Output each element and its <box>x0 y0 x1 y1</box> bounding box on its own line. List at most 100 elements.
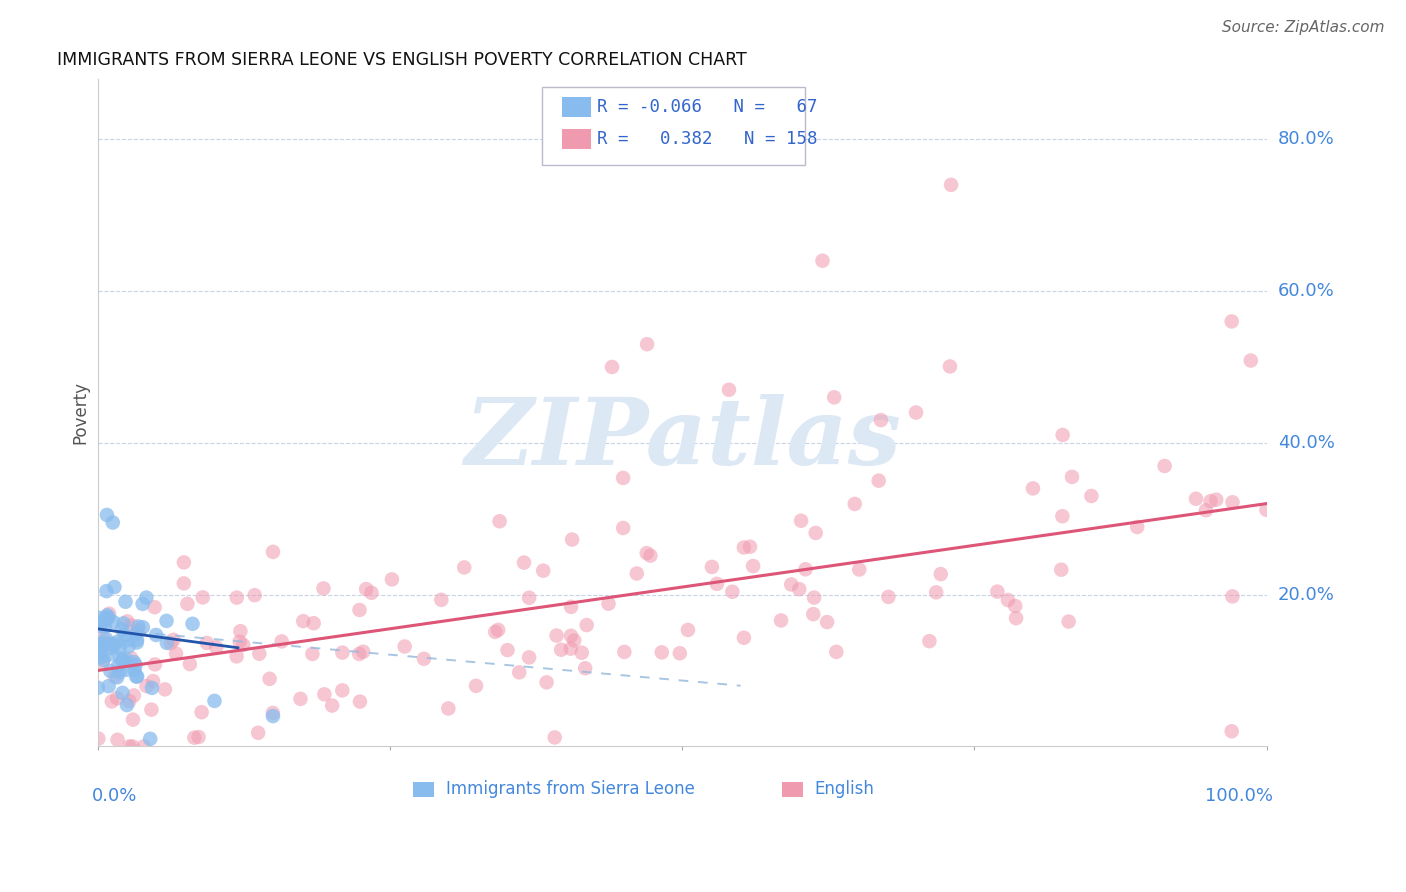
Point <box>181 616 204 631</box>
Point <box>135 591 157 605</box>
Point <box>98 607 121 621</box>
Point <box>247 647 270 661</box>
Point <box>101 694 124 708</box>
Point <box>122 689 145 703</box>
Point <box>127 669 149 683</box>
Point <box>508 665 530 680</box>
FancyBboxPatch shape <box>782 781 803 797</box>
Point <box>121 618 143 632</box>
Point <box>1050 563 1073 577</box>
Point <box>86 615 108 630</box>
Point <box>1220 314 1243 328</box>
Point <box>844 497 866 511</box>
Point <box>905 405 928 419</box>
Point <box>91 632 114 646</box>
Point <box>90 649 112 664</box>
Point <box>91 656 114 670</box>
Point <box>636 337 658 351</box>
Point <box>742 559 765 574</box>
Text: ZIPatlas: ZIPatlas <box>464 394 901 484</box>
Point <box>100 664 122 678</box>
Point <box>94 619 117 633</box>
Point <box>1185 491 1208 506</box>
Point <box>517 591 540 605</box>
Point <box>127 624 149 638</box>
Point <box>413 652 436 666</box>
Point <box>1220 724 1243 739</box>
Point <box>986 584 1008 599</box>
Point <box>165 647 187 661</box>
Point <box>135 679 157 693</box>
Point <box>465 679 488 693</box>
Point <box>717 383 740 397</box>
Point <box>118 694 141 708</box>
Point <box>94 611 117 625</box>
Point <box>117 633 139 648</box>
Point <box>354 582 377 596</box>
Point <box>111 653 134 667</box>
Point <box>105 670 128 684</box>
Point <box>141 681 163 695</box>
Point <box>94 613 117 627</box>
Point <box>1222 590 1244 604</box>
Point <box>453 560 475 574</box>
Point <box>125 635 148 649</box>
Point <box>247 725 270 739</box>
Point <box>706 577 728 591</box>
Point <box>111 623 134 637</box>
Point <box>1080 489 1102 503</box>
Point <box>738 540 761 554</box>
Point <box>125 626 148 640</box>
Point <box>575 618 598 632</box>
Point <box>87 681 110 695</box>
Point <box>96 508 118 522</box>
Point <box>301 647 323 661</box>
Point <box>939 359 962 374</box>
Point <box>111 686 134 700</box>
Point <box>381 573 404 587</box>
Point <box>89 619 111 633</box>
Point <box>321 698 343 713</box>
Text: 80.0%: 80.0% <box>1278 130 1334 148</box>
Point <box>332 646 354 660</box>
Point <box>290 691 312 706</box>
Point <box>925 585 948 599</box>
Text: 0.0%: 0.0% <box>91 787 138 805</box>
Point <box>187 730 209 744</box>
Point <box>122 655 145 669</box>
Point <box>118 739 141 754</box>
Point <box>997 593 1019 607</box>
Point <box>1256 502 1278 516</box>
Point <box>513 556 536 570</box>
Point <box>612 521 634 535</box>
Point <box>262 709 284 723</box>
Point <box>1004 599 1026 613</box>
Point <box>93 653 115 667</box>
Point <box>561 533 583 547</box>
Point <box>636 546 658 560</box>
Point <box>870 413 893 427</box>
Point <box>142 674 165 689</box>
Point <box>560 641 582 656</box>
Point <box>114 629 136 643</box>
Point <box>225 591 247 605</box>
Text: Immigrants from Sierra Leone: Immigrants from Sierra Leone <box>446 780 695 798</box>
Point <box>270 634 292 648</box>
Point <box>1205 492 1227 507</box>
Point <box>132 739 155 754</box>
Point <box>132 620 155 634</box>
Point <box>560 629 582 643</box>
Point <box>598 597 620 611</box>
Point <box>101 637 124 651</box>
Point <box>352 645 374 659</box>
Point <box>929 567 952 582</box>
Point <box>1240 353 1263 368</box>
Point <box>349 695 371 709</box>
Point <box>1022 482 1045 496</box>
Point <box>437 701 460 715</box>
Point <box>118 640 141 654</box>
Point <box>721 584 744 599</box>
Point <box>780 577 803 591</box>
Point <box>536 675 558 690</box>
Point <box>560 599 582 614</box>
